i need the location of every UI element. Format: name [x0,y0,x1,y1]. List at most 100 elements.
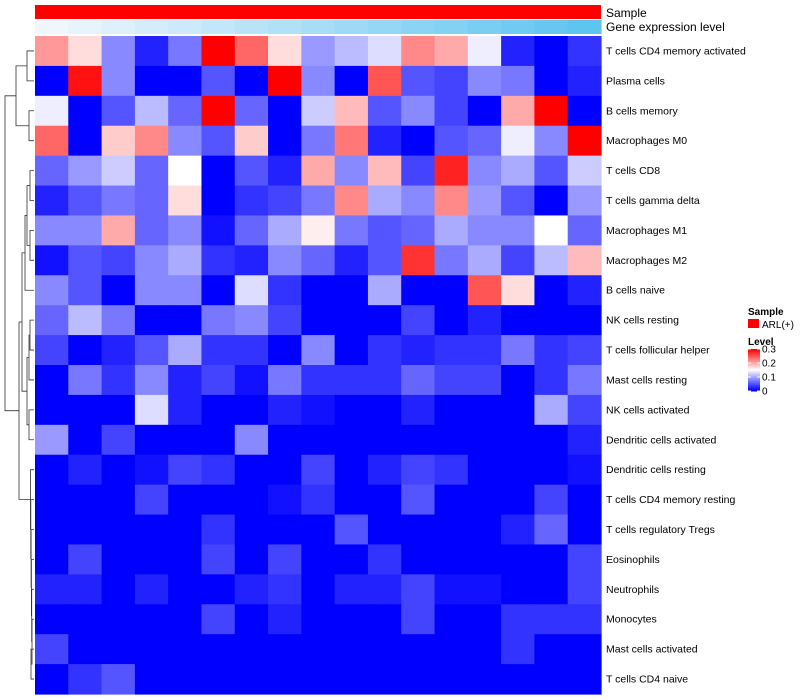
heatmap-cell [101,275,136,306]
heatmap-cell [201,454,236,486]
heatmap-cell [234,544,269,575]
legend-gradient-step [748,382,760,384]
heatmap-cell [301,424,336,456]
heatmap-cell [434,484,469,516]
heatmap-cell [201,394,236,426]
heatmap-cell [534,305,569,336]
heatmap-cell [268,185,302,217]
heatmap-cell [334,245,369,276]
heatmap-cell [567,245,602,276]
heatmap-cell [334,394,369,426]
heatmap-cell [234,65,269,97]
heatmap-cell [201,185,236,217]
heatmap-cell [168,514,203,546]
heatmap-cell [201,634,236,665]
heatmap-cell [101,335,136,366]
heatmap-cell [367,275,402,306]
heatmap-cell [467,664,502,695]
row-label: Plasma cells [606,75,665,87]
heatmap-cell [234,424,269,456]
heatmap-cell [534,125,569,157]
heatmap-cell [234,125,269,157]
heatmap-cell [534,215,569,246]
heatmap-cell [401,185,436,217]
legend-tick-labels: 0 0.1 0.2 0.3 [748,345,776,398]
legend-gradient-step [748,364,760,366]
heatmap-cell [168,365,203,396]
legend-gradient-step [748,386,760,388]
heatmap-cell [334,634,369,665]
heatmap-cell [567,95,602,127]
legend-tick-label: 0.1 [762,373,776,384]
heatmap-cell [201,245,236,276]
heatmap-cell [567,215,602,246]
heatmap-cell [68,394,103,426]
legend-gradient-step [748,389,760,391]
heatmap-cell [35,454,69,486]
heatmap-cell [367,514,402,546]
dendrogram-branch [24,215,34,291]
row-label: Neutrophils [606,584,659,596]
legend-gradient-step [748,388,760,390]
heatmap-cell [134,454,169,486]
heatmap-cell [234,664,269,695]
heatmap-cell [101,215,136,246]
heatmap-cell [467,155,502,187]
dendrogram-branch [21,252,27,392]
row-label: T cells CD4 naive [606,674,688,686]
heatmap-cell [334,335,369,366]
heatmap-cell [35,125,69,157]
heatmap-cell [168,604,203,635]
heatmap-cell [134,514,169,546]
heatmap-cell [367,215,402,246]
heatmap-cell [467,394,502,426]
heatmap-cell [234,305,269,336]
heatmap-cell [534,65,569,97]
heatmap-cell [434,335,469,366]
heatmap-cell [567,484,602,516]
heatmap-cell [268,95,302,127]
heatmap-cell [401,245,436,276]
heatmap-cell [68,65,103,97]
heatmap-cell [434,95,469,127]
row-dendrogram [4,50,34,680]
heatmap-cell [401,36,436,67]
heatmap-cell [567,65,602,97]
heatmap-cell [168,155,203,187]
heatmap-cell [35,36,69,67]
heatmap-cell [134,634,169,665]
heatmap-cell [567,514,602,546]
heatmap-cell [334,604,369,635]
heatmap-cell [234,365,269,396]
heatmap-cell [35,574,69,605]
heatmap-cell [234,454,269,486]
heatmap-cell [301,305,336,336]
heatmap-cell [234,185,269,217]
heatmap-cell [35,484,69,516]
heatmap-cell [501,125,536,157]
heatmap-cell [201,305,236,336]
heatmap-cell [234,394,269,426]
heatmap-cell [467,36,502,67]
legend-gradient-step [748,381,760,383]
sample-annotation-label: Sample [606,6,647,20]
heatmap-cell [168,215,203,246]
heatmap-cell [567,36,602,67]
heatmap-cell [268,155,302,187]
heatmap-cell [467,604,502,635]
heatmap-cell [534,275,569,306]
heatmap-cell [501,305,536,336]
heatmap-cell [35,365,69,396]
heatmap-cell [35,215,69,246]
heatmap-cell [234,514,269,546]
heatmap-cell [68,185,103,217]
heatmap-cell [301,245,336,276]
heatmap-cell [68,574,103,605]
heatmap-cell [268,125,302,157]
heatmap-cell [35,95,69,127]
heatmap-cell [334,155,369,187]
heatmap-cell [467,125,502,157]
heatmap-cell [467,424,502,456]
dendrogram-branch [29,170,34,201]
heatmap-cell [201,604,236,635]
